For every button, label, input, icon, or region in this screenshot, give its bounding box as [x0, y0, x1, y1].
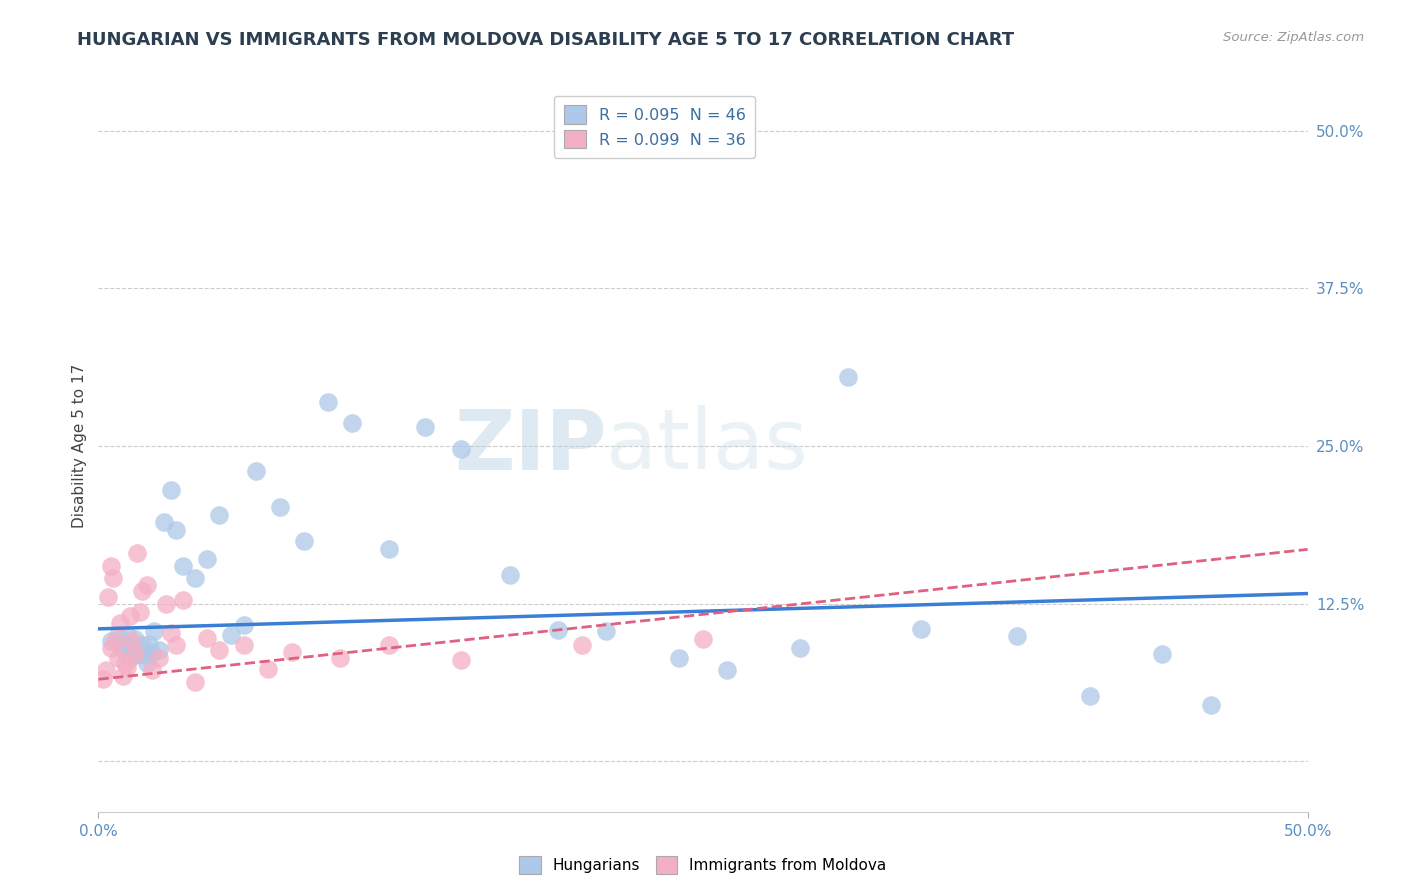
Point [111, 668, 134, 682]
Point [910, 622, 932, 636]
Point [692, 632, 714, 646]
Y-axis label: Disability Age 5 to 17: Disability Age 5 to 17 [72, 364, 87, 528]
Point [450, 442, 472, 456]
Point [165, 638, 187, 652]
Point [377, 542, 399, 557]
Point [1152, 647, 1174, 661]
Point [172, 592, 194, 607]
Text: HUNGARIAN VS IMMIGRANTS FROM MOLDOVA DISABILITY AGE 5 TO 17 CORRELATION CHART: HUNGARIAN VS IMMIGRANTS FROM MOLDOVA DIS… [77, 31, 1015, 49]
Point [128, 606, 150, 620]
Point [172, 558, 194, 573]
Point [155, 597, 177, 611]
Point [292, 533, 315, 548]
Point [127, 546, 149, 560]
Point [100, 640, 122, 655]
Point [127, 647, 149, 661]
Point [450, 653, 472, 667]
Point [316, 395, 339, 409]
Point [128, 643, 150, 657]
Point [100, 558, 122, 573]
Point [184, 571, 207, 585]
Point [668, 651, 690, 665]
Point [91, 673, 114, 687]
Point [195, 552, 218, 566]
Point [160, 483, 183, 497]
Point [595, 624, 617, 639]
Legend: R = 0.095  N = 46, R = 0.099  N = 36: R = 0.095 N = 46, R = 0.099 N = 36 [554, 95, 755, 158]
Point [716, 664, 738, 678]
Point [134, 648, 156, 663]
Point [97, 591, 120, 605]
Point [1199, 698, 1222, 712]
Point [138, 637, 160, 651]
Point [1078, 689, 1101, 703]
Point [124, 632, 146, 646]
Point [245, 464, 267, 478]
Point [377, 638, 399, 652]
Point [121, 634, 143, 648]
Point [148, 651, 170, 665]
Point [789, 640, 811, 655]
Point [837, 369, 859, 384]
Point [135, 656, 157, 670]
Point [195, 631, 218, 645]
Point [124, 647, 146, 661]
Point [208, 643, 231, 657]
Point [117, 659, 139, 673]
Point [498, 567, 520, 582]
Point [281, 644, 304, 658]
Point [131, 584, 153, 599]
Point [571, 638, 593, 652]
Point [152, 515, 174, 529]
Point [101, 571, 124, 585]
Text: Source: ZipAtlas.com: Source: ZipAtlas.com [1223, 31, 1364, 45]
Point [107, 628, 129, 642]
Point [104, 634, 127, 648]
Point [329, 651, 352, 665]
Text: ZIP: ZIP [454, 406, 606, 486]
Point [100, 634, 122, 648]
Point [269, 500, 291, 514]
Point [141, 646, 163, 660]
Point [221, 628, 243, 642]
Point [121, 640, 143, 654]
Point [94, 664, 117, 678]
Point [135, 578, 157, 592]
Point [131, 638, 153, 652]
Text: atlas: atlas [606, 406, 808, 486]
Point [148, 643, 170, 657]
Point [118, 651, 141, 665]
Point [1007, 629, 1029, 643]
Point [232, 618, 254, 632]
Point [107, 651, 129, 665]
Point [118, 609, 141, 624]
Point [117, 628, 139, 642]
Point [111, 643, 134, 657]
Point [111, 637, 134, 651]
Point [342, 417, 364, 431]
Point [141, 664, 163, 678]
Point [184, 674, 207, 689]
Legend: Hungarians, Immigrants from Moldova: Hungarians, Immigrants from Moldova [513, 850, 893, 880]
Point [160, 625, 183, 640]
Point [232, 638, 254, 652]
Point [413, 420, 436, 434]
Point [547, 623, 569, 637]
Point [143, 624, 166, 639]
Point [256, 662, 278, 676]
Point [114, 656, 136, 670]
Point [108, 615, 131, 630]
Point [165, 524, 187, 538]
Point [208, 508, 231, 523]
